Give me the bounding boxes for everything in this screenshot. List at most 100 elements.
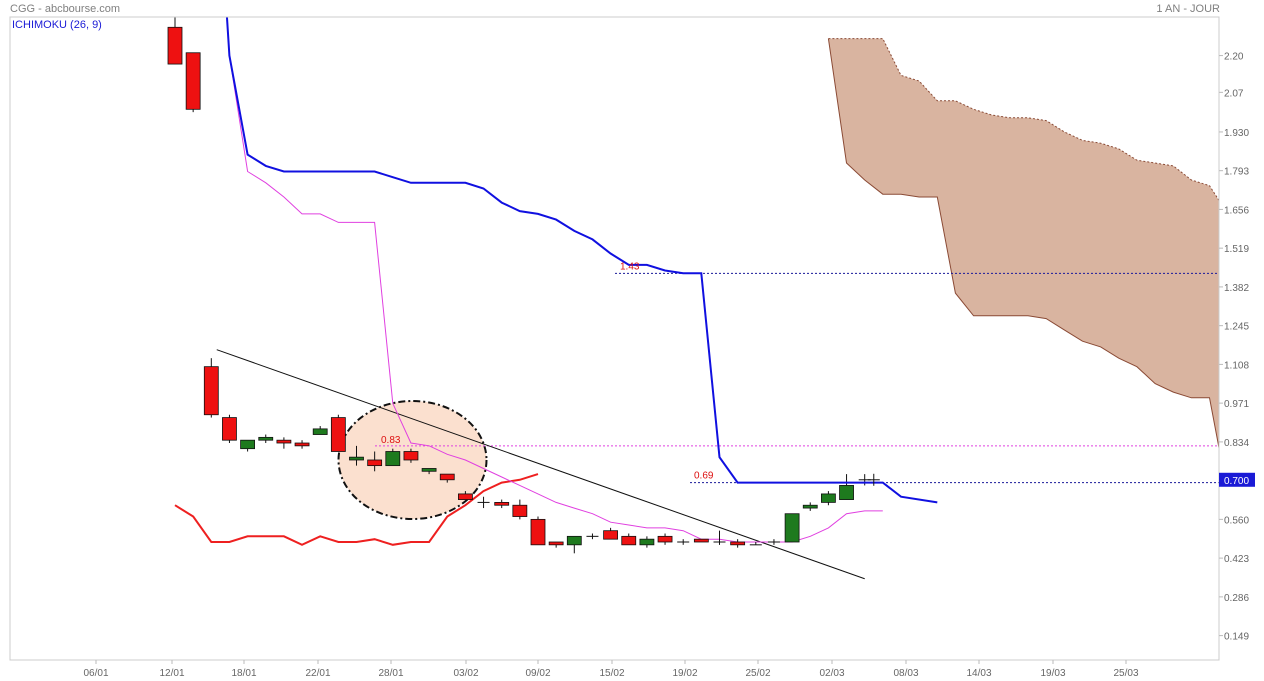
x-tick-label: 03/02 <box>453 668 478 679</box>
candle-body <box>258 436 274 441</box>
candle[interactable] <box>403 448 419 463</box>
candle-body <box>421 468 437 472</box>
y-tick-label: 1.793 <box>1224 167 1249 178</box>
candle[interactable] <box>713 530 726 545</box>
candle[interactable] <box>530 516 546 546</box>
crosshair-cursor-icon <box>867 473 880 486</box>
candle[interactable] <box>802 502 818 511</box>
indicator-legend: ICHIMOKU (26, 9) <box>12 19 102 31</box>
x-tick-label: 25/02 <box>745 668 770 679</box>
candle[interactable] <box>730 539 746 548</box>
candle-body <box>512 504 528 517</box>
senkou-span-b <box>827 38 1219 451</box>
period-label[interactable]: 1 AN - JOUR <box>1156 3 1220 15</box>
current-price-label: 0.700 <box>1224 476 1249 487</box>
candle[interactable] <box>621 533 637 546</box>
x-tick-label: 19/02 <box>672 668 697 679</box>
candle-body <box>494 502 510 506</box>
y-tick-label: 2.20 <box>1224 52 1244 63</box>
y-tick-label: 1.108 <box>1224 360 1249 371</box>
plot-area: 1.43 0.83 0.69 <box>167 0 1219 580</box>
x-tick-label: 22/01 <box>305 668 330 679</box>
x-axis: 06/01 12/01 18/01 22/01 28/01 03/02 09/02 15/02… <box>83 660 1139 679</box>
x-tick-label: 19/03 <box>1040 668 1065 679</box>
candle-body <box>439 473 455 481</box>
candle-body <box>603 530 618 540</box>
candle-body <box>403 451 419 461</box>
candle[interactable] <box>258 434 274 444</box>
y-tick-label: 0.423 <box>1224 554 1249 565</box>
current-price-tag <box>1219 472 1255 487</box>
chikou-span-line <box>174 473 539 546</box>
candle[interactable] <box>839 474 854 500</box>
x-tick-label: 14/03 <box>966 668 991 679</box>
label-069: 0.69 <box>694 471 714 482</box>
candle-body <box>548 541 564 546</box>
x-tick-label: 15/02 <box>599 668 624 679</box>
y-tick-label: 0.971 <box>1224 399 1249 410</box>
candle[interactable] <box>693 538 709 543</box>
kumo-cloud <box>828 38 1219 448</box>
y-tick-label: 0.286 <box>1224 593 1249 604</box>
candle[interactable] <box>657 533 673 545</box>
candle[interactable] <box>167 0 183 65</box>
x-tick-label: 28/01 <box>378 668 403 679</box>
candle[interactable] <box>767 539 780 545</box>
candle-body <box>457 493 473 500</box>
candle[interactable] <box>603 527 618 540</box>
candle[interactable] <box>548 541 564 548</box>
candle[interactable] <box>477 496 490 509</box>
candle-body <box>349 456 364 461</box>
candle-body <box>730 541 746 546</box>
y-tick-label: 1.245 <box>1224 322 1249 333</box>
candle-body <box>621 535 637 546</box>
candle[interactable] <box>385 448 401 467</box>
candle[interactable] <box>677 539 690 545</box>
candle[interactable] <box>512 499 528 520</box>
label-083: 0.83 <box>381 435 401 446</box>
candle[interactable] <box>821 491 836 506</box>
y-tick-label: 0.560 <box>1224 515 1249 526</box>
candle[interactable] <box>312 426 328 435</box>
candle[interactable] <box>421 468 437 475</box>
candle[interactable] <box>349 445 364 466</box>
x-tick-label: 02/03 <box>819 668 844 679</box>
candle[interactable] <box>222 414 237 444</box>
candle-body <box>693 538 709 543</box>
candle-body <box>167 26 183 65</box>
label-143: 1.43 <box>620 261 640 272</box>
x-tick-label: 08/03 <box>893 668 918 679</box>
candle[interactable] <box>240 439 256 452</box>
plot-frame <box>9 16 1220 661</box>
candle[interactable] <box>330 414 346 452</box>
trend-line <box>216 349 865 580</box>
candle[interactable] <box>276 437 292 449</box>
candle-body <box>222 417 237 441</box>
y-tick-label: 2.07 <box>1224 88 1244 99</box>
candle[interactable] <box>457 491 473 500</box>
tenkan-sen-line <box>226 17 883 543</box>
y-tick-label: 1.930 <box>1224 128 1249 139</box>
candle[interactable] <box>185 52 201 113</box>
kijun-sen-line <box>225 17 938 504</box>
candle[interactable] <box>367 451 383 472</box>
candle[interactable] <box>494 499 510 509</box>
x-tick-label: 25/03 <box>1113 668 1138 679</box>
y-tick-label: 0.149 <box>1224 632 1249 643</box>
candle[interactable] <box>586 533 599 540</box>
candle[interactable] <box>294 440 310 449</box>
chart-title: CGG - abcbourse.com <box>10 3 121 15</box>
candle-body <box>203 366 219 416</box>
candle[interactable] <box>203 358 219 418</box>
candle-body <box>784 513 800 543</box>
candle[interactable] <box>784 513 800 543</box>
candle[interactable] <box>639 536 655 548</box>
candle-body <box>566 535 582 546</box>
candle-body <box>657 535 673 543</box>
candle[interactable] <box>749 541 762 546</box>
candle-body <box>294 442 310 447</box>
candle[interactable] <box>439 473 455 483</box>
candle-body <box>639 538 655 546</box>
candle[interactable] <box>566 535 582 554</box>
